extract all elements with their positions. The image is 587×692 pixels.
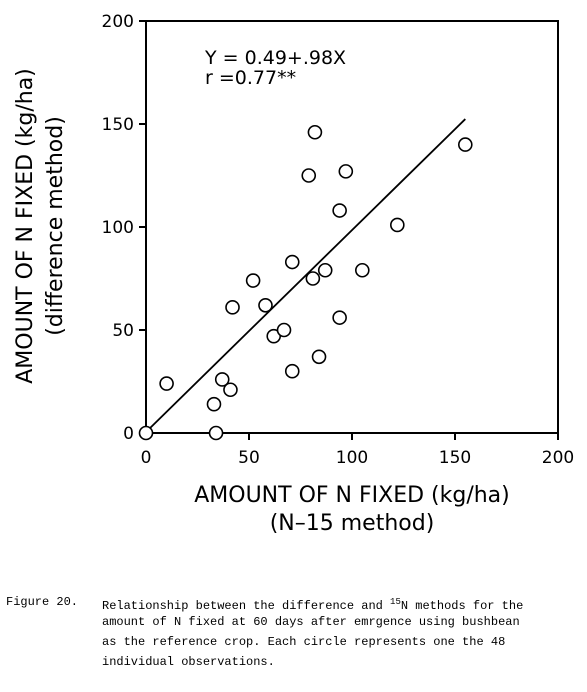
axis-tick-labels: 0 50 100 150 200 0 50 100 150 200: [102, 12, 575, 468]
data-point: [276, 322, 292, 338]
caption-line-1-end: N methods for the: [400, 599, 524, 613]
data-point: [390, 217, 405, 233]
regression-equation: Y = 0.49+.98X: [204, 47, 346, 69]
caption-line-3: as the reference crop. Each circle repre…: [102, 635, 506, 649]
data-point: [332, 203, 347, 218]
x-tick-label: 100: [336, 448, 368, 468]
data-point: [338, 164, 354, 179]
data-point: [284, 254, 300, 270]
data-point: [305, 271, 321, 286]
data-point: [208, 425, 224, 441]
figure-number: Figure 20.: [6, 595, 79, 609]
y-tick-label: 150: [102, 115, 134, 135]
data-point: [307, 124, 323, 140]
x-axis-subtitle: (N–15 method): [270, 511, 435, 536]
x-axis-title: AMOUNT OF N FIXED (kg/ha): [194, 483, 510, 508]
data-point: [206, 396, 222, 412]
data-point: [301, 168, 317, 183]
data-point: [354, 262, 370, 278]
regression-line: [145, 118, 466, 433]
y-tick-label: 0: [123, 424, 134, 444]
data-point: [258, 297, 273, 313]
caption-line-2: amount of N fixed at 60 days after emrge…: [102, 615, 520, 629]
caption-line-1-start: Relationship between the difference and: [102, 599, 391, 613]
data-point: [245, 273, 261, 288]
data-point: [223, 382, 238, 398]
caption-line-4: individual observations.: [102, 655, 275, 669]
y-tick-label: 200: [102, 12, 134, 32]
data-point: [138, 425, 154, 441]
data-point: [332, 310, 347, 325]
data-point: [159, 376, 174, 391]
data-point: [311, 349, 327, 365]
y-tick-label: 100: [102, 218, 134, 238]
caption-superscript: 15: [390, 597, 401, 607]
data-point: [225, 300, 240, 315]
x-tick-label: 200: [542, 448, 574, 468]
data-point: [317, 262, 333, 278]
y-axis-subtitle: (difference method): [43, 116, 68, 336]
data-point: [214, 372, 230, 387]
correlation-coefficient: r =0.77**: [205, 67, 296, 89]
y-axis-title: AMOUNT OF N FIXED (kg/ha): [13, 68, 38, 384]
data-points: [138, 124, 473, 441]
x-tick-label: 50: [238, 448, 260, 468]
y-tick-label: 50: [112, 321, 134, 341]
caption-line-1: Relationship between the difference and …: [102, 592, 523, 616]
data-point: [457, 137, 473, 152]
x-tick-label: 150: [439, 448, 471, 468]
scatter-chart: 0 50 100 150 200 0 50 100 150 200 Y = 0.49+.98X r…: [13, 12, 575, 536]
x-tick-label: 0: [141, 448, 152, 468]
data-point: [284, 363, 300, 379]
